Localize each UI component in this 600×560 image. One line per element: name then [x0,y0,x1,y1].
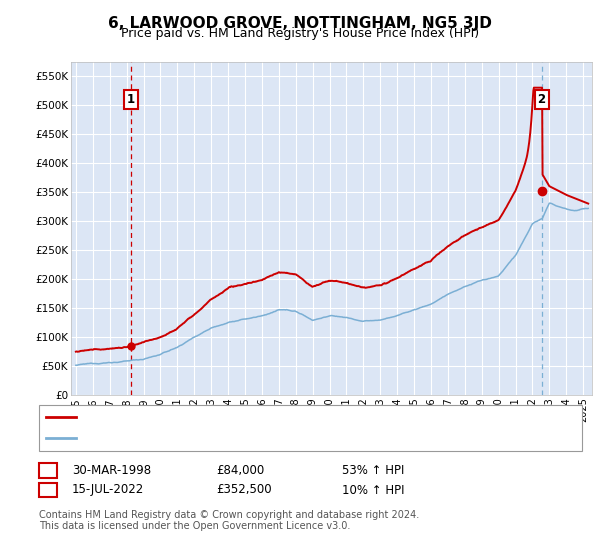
Text: HPI: Average price, detached house, City of Nottingham: HPI: Average price, detached house, City… [84,433,396,444]
Text: Price paid vs. HM Land Registry's House Price Index (HPI): Price paid vs. HM Land Registry's House … [121,27,479,40]
Text: 2: 2 [538,93,545,106]
Text: 30-MAR-1998: 30-MAR-1998 [72,464,151,477]
Text: Contains HM Land Registry data © Crown copyright and database right 2024.
This d: Contains HM Land Registry data © Crown c… [39,510,419,531]
Text: 2: 2 [44,483,52,497]
Text: 15-JUL-2022: 15-JUL-2022 [72,483,144,497]
Text: 6, LARWOOD GROVE, NOTTINGHAM, NG5 3JD: 6, LARWOOD GROVE, NOTTINGHAM, NG5 3JD [108,16,492,31]
Text: 1: 1 [127,93,135,106]
Text: 1: 1 [44,464,52,477]
Text: £84,000: £84,000 [216,464,264,477]
Text: 10% ↑ HPI: 10% ↑ HPI [342,483,404,497]
Text: 53% ↑ HPI: 53% ↑ HPI [342,464,404,477]
Text: 6, LARWOOD GROVE, NOTTINGHAM, NG5 3JD (detached house): 6, LARWOOD GROVE, NOTTINGHAM, NG5 3JD (d… [84,412,438,422]
Text: £352,500: £352,500 [216,483,272,497]
